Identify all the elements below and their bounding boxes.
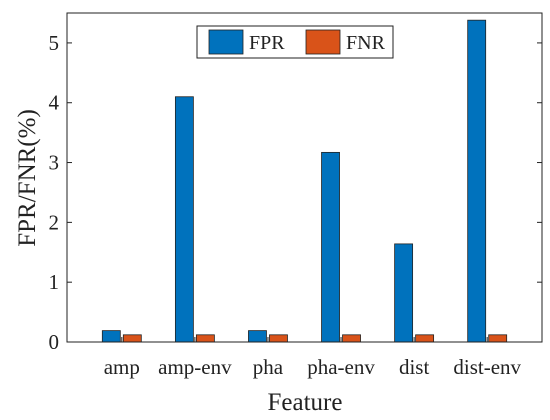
x-tick-label: dist (399, 355, 430, 379)
bar-fpr-dist (394, 243, 414, 343)
y-tick-label: 4 (49, 91, 60, 115)
y-tick-label: 2 (49, 210, 60, 234)
bar-fnr-amp (122, 334, 142, 343)
plot-area (67, 13, 542, 342)
bar-fnr-pha-env (342, 334, 361, 343)
y-tick-label: 5 (49, 31, 60, 55)
x-tick-label: dist-env (453, 355, 521, 379)
legend: FPR FNR (196, 25, 394, 59)
legend-swatch-fnr (305, 29, 341, 55)
legend-swatch-fpr (208, 29, 244, 55)
y-axis-title: FPR/FNR(%) (14, 109, 41, 247)
bar-fnr-pha (269, 334, 288, 343)
legend-label-fpr: FPR (249, 32, 285, 54)
bar-fpr-pha-env (321, 151, 340, 343)
bar-fpr-amp-env (174, 96, 194, 343)
bar-fnr-amp-env (195, 334, 215, 343)
bar-fpr-dist-env (467, 19, 487, 343)
plot-frame (66, 12, 543, 343)
y-tick-label: 1 (49, 270, 60, 294)
bar-fnr-dist (415, 334, 435, 343)
bar-fpr-amp (101, 330, 121, 343)
x-tick-label: pha (253, 355, 284, 379)
bar-fnr-dist-env (488, 334, 508, 343)
y-tick-label: 0 (49, 330, 60, 354)
bar-fpr-pha (248, 330, 267, 343)
x-tick-label: amp (104, 355, 140, 379)
x-tick-label: amp-env (158, 355, 232, 379)
x-tick-label: pha-env (307, 355, 375, 379)
legend-label-fnr: FNR (346, 32, 386, 54)
x-axis-title: Feature (268, 389, 343, 416)
y-tick-label: 3 (49, 151, 60, 175)
